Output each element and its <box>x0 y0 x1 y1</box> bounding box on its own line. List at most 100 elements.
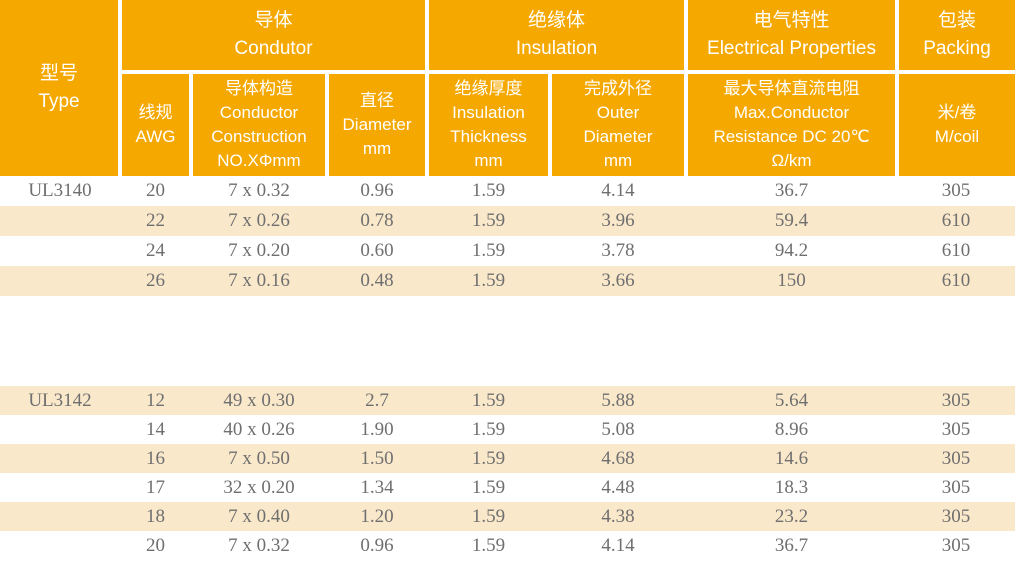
spacer-cell <box>0 296 1015 386</box>
cell-type: UL3142 <box>0 386 120 415</box>
cell-resistance: 59.4 <box>686 206 897 236</box>
cell-type <box>0 531 120 560</box>
cell-diameter: 0.78 <box>327 206 427 236</box>
cell-resistance: 94.2 <box>774 240 809 261</box>
table-row: 26 7 x 0.16 0.48 1.59 3.66 150 610 <box>0 266 1015 296</box>
cell-resistance: 23.2 <box>686 502 897 531</box>
cell-awg: 20 <box>146 534 165 556</box>
cell-insulation-thickness: 1.59 <box>471 418 506 440</box>
header-group-insulation: 绝缘体 Insulation <box>427 0 688 74</box>
cell-m-per-coil: 610 <box>941 240 971 261</box>
cell-diameter: 0.96 <box>360 534 394 556</box>
cell-insulation-thickness: 1.59 <box>427 444 550 473</box>
cell-diameter: 1.90 <box>360 418 394 440</box>
cell-outer-diameter: 4.14 <box>601 534 635 556</box>
cell-awg: 26 <box>120 266 191 296</box>
cell-diameter: 2.7 <box>327 386 427 415</box>
table-row: 24 7 x 0.20 0.60 1.59 3.78 94.2 610 <box>0 236 1015 266</box>
cell-insulation-thickness: 1.59 <box>427 386 550 415</box>
cell-awg: 16 <box>120 444 191 473</box>
header-awg: 线规 AWG <box>120 72 193 176</box>
cell-type <box>0 502 120 531</box>
header-sub-row: 线规 AWG 导体构造 Conductor Construction NO.XΦ… <box>0 72 1015 176</box>
cell-outer-diameter: 3.96 <box>550 206 686 236</box>
cell-diameter: 1.34 <box>360 476 394 498</box>
table-row: 20 7 x 0.32 0.96 1.59 4.14 36.7 305 <box>0 531 1015 560</box>
cell-construction: 7 x 0.32 <box>228 180 290 201</box>
cell-insulation-thickness: 1.59 <box>471 476 506 498</box>
cell-outer-diameter: 4.48 <box>601 476 635 498</box>
cell-insulation-thickness: 1.59 <box>471 534 506 556</box>
table-row: 17 32 x 0.20 1.34 1.59 4.48 18.3 305 <box>0 473 1015 502</box>
header-insulation-thickness: 绝缘厚度 Insulation Thickness mm <box>427 72 552 176</box>
table-row: UL3142 12 49 x 0.30 2.7 1.59 5.88 5.64 305 <box>0 386 1015 415</box>
cell-outer-diameter: 3.78 <box>601 240 635 261</box>
section-spacer <box>0 296 1015 386</box>
cell-construction: 7 x 0.16 <box>191 266 327 296</box>
table-header: 型号 Type 导体 Condutor 绝缘体 Insulation 电气特性 … <box>0 0 1015 176</box>
cell-diameter: 1.20 <box>327 502 427 531</box>
cell-construction: 7 x 0.20 <box>228 240 290 261</box>
header-m-per-coil: 米/卷 M/coil <box>897 72 1015 176</box>
header-max-resistance: 最大导体直流电阻 Max.Conductor Resistance DC 20℃… <box>686 72 899 176</box>
cell-construction: 40 x 0.26 <box>223 418 295 440</box>
cell-insulation-thickness: 1.59 <box>427 502 550 531</box>
cell-insulation-thickness: 1.59 <box>427 206 550 236</box>
cell-construction: 7 x 0.50 <box>191 444 327 473</box>
cell-resistance: 36.7 <box>774 180 809 201</box>
cell-type <box>0 236 120 266</box>
header-diameter: 直径 Diameter mm <box>327 72 429 176</box>
header-outer-diameter: 完成外径 Outer Diameter mm <box>550 72 688 176</box>
cell-resistance: 5.64 <box>686 386 897 415</box>
cell-resistance: 150 <box>686 266 897 296</box>
cell-outer-diameter: 4.14 <box>601 180 635 201</box>
table-body: UL3140 20 7 x 0.32 0.96 1.59 4.14 36.7 305 22 7 x… <box>0 176 1015 560</box>
cell-diameter: 0.96 <box>360 180 394 201</box>
table-row: 22 7 x 0.26 0.78 1.59 3.96 59.4 610 <box>0 206 1015 236</box>
cell-resistance: 8.96 <box>774 418 809 440</box>
cell-construction: 32 x 0.20 <box>223 476 295 498</box>
cell-awg: 18 <box>120 502 191 531</box>
cell-outer-diameter: 5.08 <box>601 418 635 440</box>
cell-outer-diameter: 4.68 <box>550 444 686 473</box>
header-group-conductor: 导体 Condutor <box>120 0 429 74</box>
cell-resistance: 14.6 <box>686 444 897 473</box>
cell-construction: 7 x 0.26 <box>191 206 327 236</box>
cell-m-per-coil: 305 <box>941 418 971 440</box>
table-row: 14 40 x 0.26 1.90 1.59 5.08 8.96 305 <box>0 415 1015 444</box>
cell-type <box>0 206 120 236</box>
cell-type <box>0 415 120 444</box>
table-row: 18 7 x 0.40 1.20 1.59 4.38 23.2 305 <box>0 502 1015 531</box>
cell-construction: 7 x 0.32 <box>228 534 290 556</box>
cell-m-per-coil: 610 <box>897 206 1015 236</box>
cell-m-per-coil: 305 <box>897 444 1015 473</box>
cell-outer-diameter: 5.88 <box>550 386 686 415</box>
table-row: 16 7 x 0.50 1.50 1.59 4.68 14.6 305 <box>0 444 1015 473</box>
cell-insulation-thickness: 1.59 <box>471 180 506 201</box>
cell-m-per-coil: 305 <box>941 476 971 498</box>
cell-construction: 49 x 0.30 <box>191 386 327 415</box>
cell-awg: 14 <box>146 418 165 440</box>
cell-type <box>0 266 120 296</box>
cell-resistance: 18.3 <box>774 476 809 498</box>
cell-diameter: 0.60 <box>360 240 394 261</box>
header-group-electrical-properties: 电气特性 Electrical Properties <box>686 0 899 74</box>
cell-m-per-coil: 305 <box>941 534 971 556</box>
cell-construction: 7 x 0.40 <box>191 502 327 531</box>
cell-awg: 12 <box>120 386 191 415</box>
header-group-packing: 包装 Packing <box>897 0 1015 74</box>
cell-m-per-coil: 305 <box>897 502 1015 531</box>
cell-awg: 20 <box>146 180 165 201</box>
header-conductor-construction: 导体构造 Conductor Construction NO.XΦmm <box>191 72 329 176</box>
header-type: 型号 Type <box>0 0 122 176</box>
cell-outer-diameter: 3.66 <box>550 266 686 296</box>
cell-m-per-coil: 305 <box>941 180 971 201</box>
cell-awg: 22 <box>120 206 191 236</box>
cell-insulation-thickness: 1.59 <box>427 266 550 296</box>
cell-insulation-thickness: 1.59 <box>471 240 506 261</box>
cell-type <box>0 444 120 473</box>
cell-m-per-coil: 305 <box>897 386 1015 415</box>
table-row: UL3140 20 7 x 0.32 0.96 1.59 4.14 36.7 305 <box>0 176 1015 206</box>
cell-awg: 24 <box>146 240 165 261</box>
